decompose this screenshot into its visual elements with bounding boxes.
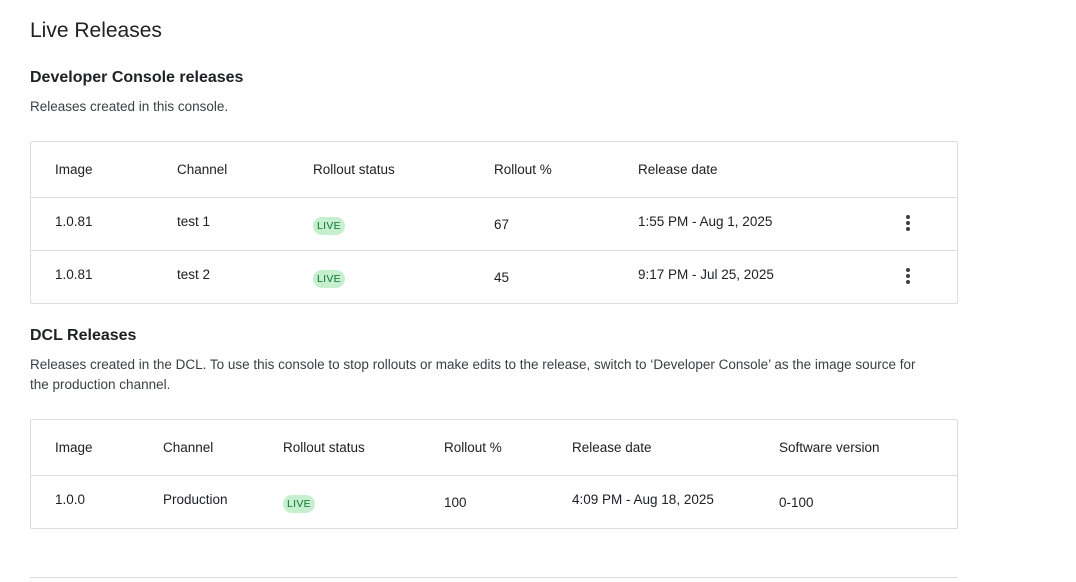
table-row: 1.0.0 Production LIVE 100 4:09 PM - Aug … — [31, 476, 957, 528]
col-image: Image — [55, 162, 93, 177]
table-row: 1.0.81 test 1 LIVE 67 1:55 PM - Aug 1, 2… — [31, 198, 957, 251]
table-header: Image Channel Rollout status Rollout % R… — [31, 420, 957, 476]
more-vert-icon[interactable] — [903, 214, 913, 234]
release-date-cell: 9:17 PM - Jul 25, 2025 — [638, 267, 774, 282]
col-software-version: Software version — [779, 440, 880, 455]
col-channel: Channel — [177, 162, 228, 177]
more-vert-icon[interactable] — [903, 267, 913, 287]
table-header: Image Channel Rollout status Rollout % R… — [31, 142, 957, 198]
channel-cell: test 2 — [177, 267, 211, 282]
rollout-cell: 67 — [494, 217, 510, 232]
col-rollout-status: Rollout status — [313, 162, 395, 177]
release-date-cell: 4:09 PM - Aug 18, 2025 — [572, 492, 714, 507]
software-version-cell: 0-100 — [779, 495, 814, 510]
rollout-cell: 45 — [494, 270, 510, 285]
release-date-cell: 1:55 PM - Aug 1, 2025 — [638, 214, 773, 229]
dcl-description: Releases created in the DCL. To use this… — [30, 357, 916, 392]
channel-cell: test 1 — [177, 214, 211, 229]
table-row: 1.0.81 test 2 LIVE 45 9:17 PM - Jul 25, … — [31, 251, 957, 303]
col-image: Image — [55, 440, 93, 455]
col-rollout-percent: Rollout % — [494, 162, 552, 177]
dcl-heading: DCL Releases — [30, 327, 137, 344]
dev-console-heading: Developer Console releases — [30, 69, 244, 86]
image-cell: 1.0.0 — [55, 492, 86, 507]
channel-cell: Production — [163, 492, 228, 507]
col-rollout-status: Rollout status — [283, 440, 365, 455]
image-cell: 1.0.81 — [55, 267, 93, 282]
col-release-date: Release date — [572, 440, 652, 455]
live-status-badge: LIVE — [313, 217, 345, 235]
image-cell: 1.0.81 — [55, 214, 93, 229]
live-status-badge: LIVE — [283, 495, 315, 513]
col-rollout-percent: Rollout % — [444, 440, 502, 455]
rollout-cell: 100 — [444, 495, 467, 510]
dev-console-releases-table: Image Channel Rollout status Rollout % R… — [30, 141, 958, 304]
col-channel: Channel — [163, 440, 214, 455]
page-title: Live Releases — [30, 19, 162, 42]
dev-console-description: Releases created in this console. — [30, 99, 229, 114]
divider — [30, 577, 958, 578]
col-release-date: Release date — [638, 162, 718, 177]
live-status-badge: LIVE — [313, 270, 345, 288]
dcl-releases-table: Image Channel Rollout status Rollout % R… — [30, 419, 958, 529]
